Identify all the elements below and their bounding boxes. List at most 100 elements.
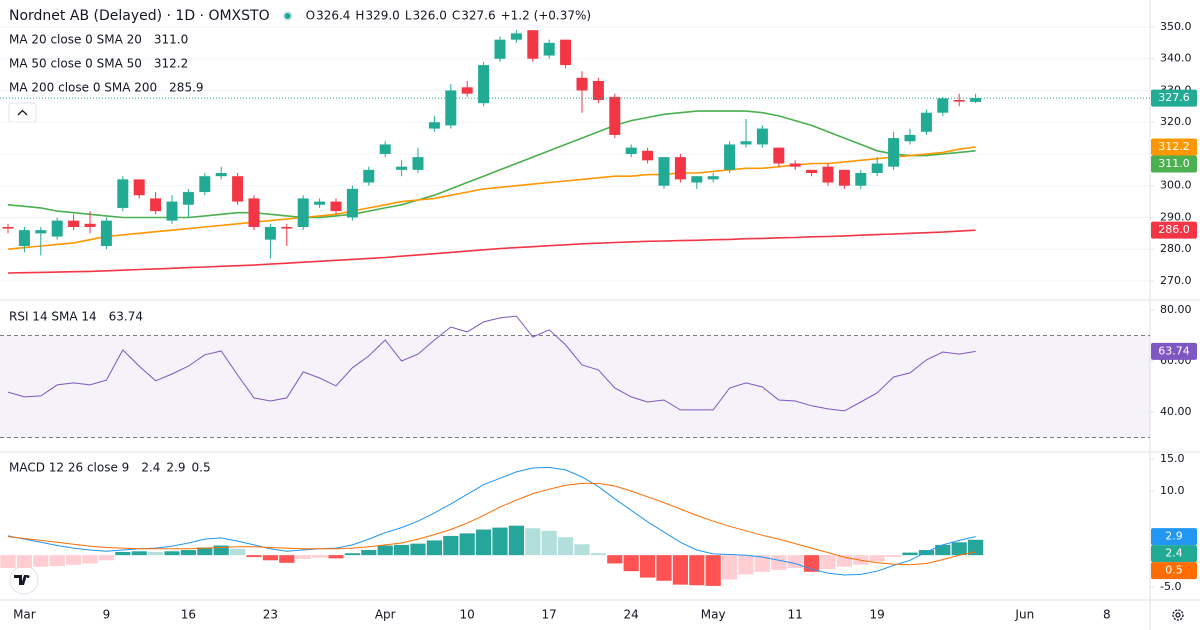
histogram-bar xyxy=(213,545,229,556)
histogram-bar xyxy=(968,539,984,556)
candle-body xyxy=(494,39,506,59)
candle-body xyxy=(117,179,129,208)
settings-button[interactable] xyxy=(1172,609,1184,621)
histogram-bar xyxy=(640,555,656,578)
histogram-bar xyxy=(754,555,770,572)
x-tick-label: Jun xyxy=(1014,608,1034,622)
histogram-bar xyxy=(869,555,885,562)
histogram-bar xyxy=(328,555,344,559)
price-badge-label: 0.5 xyxy=(1165,564,1183,577)
y-tick-label: 340.0 xyxy=(1160,52,1192,65)
price-badge-label: 286.0 xyxy=(1158,223,1190,236)
candle-body xyxy=(953,100,965,102)
candle-body xyxy=(2,226,14,229)
histogram-bar xyxy=(787,555,803,568)
candle-body xyxy=(904,134,916,142)
candle-body xyxy=(346,188,358,218)
price-badge xyxy=(1151,562,1197,580)
price-change: +1.2 (+0.37%) xyxy=(501,9,592,23)
candle-body xyxy=(560,39,572,66)
candle-body xyxy=(51,220,63,237)
price-badge-label: 2.4 xyxy=(1165,547,1183,560)
gear-hub xyxy=(1175,612,1181,618)
candle-body xyxy=(740,141,752,145)
histogram-bar xyxy=(148,551,164,556)
histogram-bar xyxy=(279,555,295,563)
chevron-icon xyxy=(17,109,28,116)
histogram-bar xyxy=(525,528,541,556)
histogram-bar xyxy=(295,555,311,559)
ohlc-label: H xyxy=(355,9,364,23)
candle-body xyxy=(576,77,588,91)
candle-body xyxy=(35,230,47,234)
candle-body xyxy=(297,198,309,227)
candle-body xyxy=(248,198,260,227)
x-tick-label: 8 xyxy=(1103,608,1111,622)
candle-body xyxy=(478,65,490,104)
y-tick-label: 80.00 xyxy=(1160,303,1192,316)
histogram-bar xyxy=(574,544,590,556)
y-tick-label: 300.0 xyxy=(1160,179,1192,192)
histogram-bar xyxy=(771,555,787,570)
candle-body xyxy=(674,157,686,180)
candle-body xyxy=(314,201,326,205)
histogram-bar xyxy=(623,555,639,572)
price-badge-label: 311.0 xyxy=(1158,157,1190,170)
panel xyxy=(0,26,1150,282)
histogram-bar xyxy=(607,555,623,564)
histogram-bar xyxy=(558,537,574,556)
histogram-bar xyxy=(722,555,738,580)
x-tick-label: 9 xyxy=(103,608,111,622)
candle-body xyxy=(592,80,604,100)
histogram-bar xyxy=(262,555,278,561)
price-badge xyxy=(1151,528,1197,546)
button-frame[interactable] xyxy=(8,102,37,123)
moving-average-line xyxy=(7,229,976,274)
price-badge xyxy=(1151,342,1197,360)
histogram-bar xyxy=(131,551,147,556)
ohlc-value: 326.4 xyxy=(316,9,350,23)
indicator-title: MACD 12 26 close 9 xyxy=(9,461,129,475)
histogram-bar xyxy=(82,555,98,564)
legend-value: 311.0 xyxy=(154,33,188,47)
candle-body xyxy=(84,223,96,227)
candle-body xyxy=(182,192,194,205)
y-tick-label: 290.0 xyxy=(1160,210,1192,223)
x-tick-label: 23 xyxy=(263,608,278,622)
candle-body xyxy=(428,122,440,129)
x-tick-label: 24 xyxy=(624,608,639,622)
tradingview-logo[interactable] xyxy=(9,565,39,595)
price-badge-label: 63.74 xyxy=(1158,344,1190,357)
histogram-bar xyxy=(377,545,393,556)
candle-body xyxy=(68,220,80,227)
candle-body xyxy=(100,220,112,247)
histogram-bar xyxy=(115,551,131,556)
histogram-bar xyxy=(66,555,82,565)
candle-body xyxy=(658,157,670,186)
histogram-bar xyxy=(935,544,951,556)
histogram-bar xyxy=(246,555,262,558)
candle-body xyxy=(363,169,375,183)
histogram-bar xyxy=(164,551,180,556)
collapse-button[interactable] xyxy=(8,102,37,123)
histogram-bar xyxy=(33,555,49,567)
candle-body xyxy=(937,98,949,113)
histogram-bar xyxy=(476,529,492,556)
histogram-bar xyxy=(344,553,360,556)
indicator-value: 63.74 xyxy=(109,310,143,324)
candle-body xyxy=(707,176,719,180)
rsi-line xyxy=(7,315,976,412)
histogram-bar xyxy=(197,547,213,556)
y-tick-label: 350.0 xyxy=(1160,20,1192,33)
histogram-bar xyxy=(394,544,410,556)
x-tick-label: Mar xyxy=(13,608,36,622)
moving-average-line xyxy=(7,146,976,250)
y-tick-label: 40.00 xyxy=(1160,405,1192,418)
candle-body xyxy=(215,173,227,177)
candle-body xyxy=(527,30,539,59)
histogram-bar xyxy=(426,540,442,556)
candle-body xyxy=(691,176,703,183)
ohlc-label: C xyxy=(452,9,460,23)
